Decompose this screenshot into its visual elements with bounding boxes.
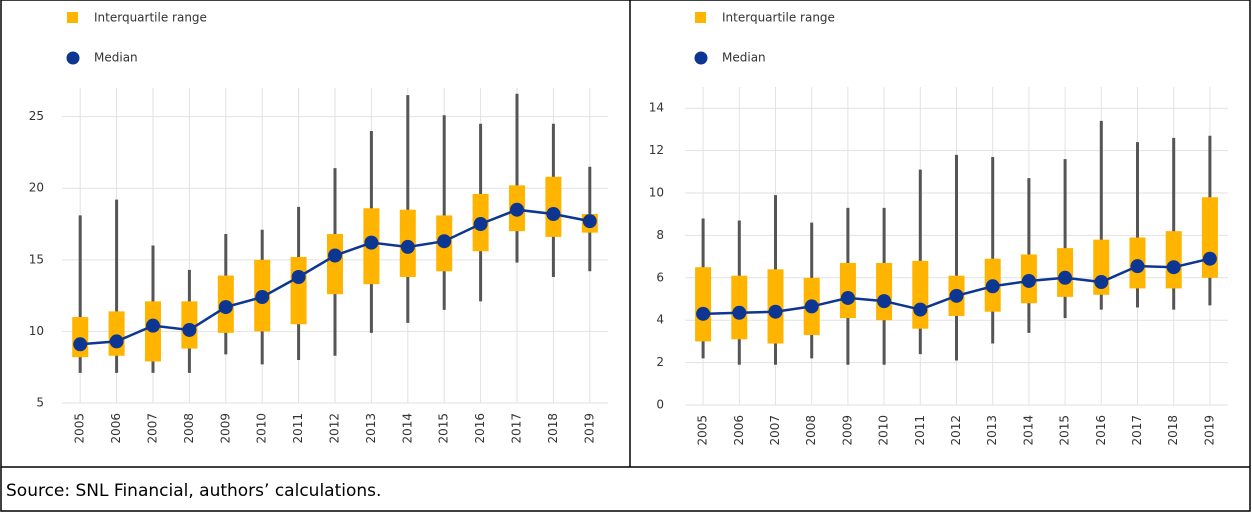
x-tick-label: 2013 <box>985 415 999 446</box>
legend-marker <box>694 51 708 65</box>
median-marker <box>73 337 88 352</box>
y-tick-label: 10 <box>649 186 664 200</box>
median-marker <box>1021 273 1036 288</box>
x-tick-label: 2006 <box>732 415 746 446</box>
legend-label: Median <box>722 51 766 65</box>
median-marker <box>218 300 233 315</box>
legend-swatch <box>695 12 706 23</box>
x-tick-label: 2017 <box>510 413 524 444</box>
y-tick-label: 5 <box>36 396 44 410</box>
y-tick-label: 8 <box>656 228 664 242</box>
x-tick-label: 2019 <box>582 413 596 444</box>
source-note: Source: SNL Financial, authors’ calculat… <box>6 481 381 501</box>
x-tick-label: 2009 <box>218 413 232 444</box>
legend-marker <box>66 51 80 65</box>
median-marker <box>1094 275 1109 290</box>
x-tick-label: 2015 <box>437 413 451 444</box>
median-marker <box>328 248 342 263</box>
legend-label: Interquartile range <box>722 11 835 25</box>
median-marker <box>840 290 855 305</box>
y-tick-label: 15 <box>29 252 44 266</box>
x-tick-label: 2012 <box>949 415 963 446</box>
y-tick-label: 0 <box>656 398 664 412</box>
x-tick-label: 2014 <box>1021 415 1035 446</box>
iqr-box <box>839 262 856 319</box>
x-tick-label: 2010 <box>877 415 891 446</box>
x-tick-label: 2009 <box>840 415 854 446</box>
x-tick-label: 2006 <box>109 413 123 444</box>
x-tick-label: 2016 <box>473 413 487 444</box>
x-tick-label: 2014 <box>400 413 414 444</box>
iqr-box <box>876 262 893 321</box>
median-marker <box>109 334 124 349</box>
median-marker <box>1058 270 1073 285</box>
median-marker <box>291 270 306 284</box>
y-tick-label: 20 <box>29 181 44 195</box>
median-marker <box>255 290 270 305</box>
median-marker <box>804 299 819 314</box>
median-marker <box>400 239 415 254</box>
x-tick-label: 2016 <box>1094 415 1108 446</box>
iqr-box <box>1165 231 1182 289</box>
y-tick-label: 12 <box>649 143 664 157</box>
median-marker <box>473 217 488 232</box>
x-tick-label: 2018 <box>1166 415 1180 446</box>
median-marker <box>913 302 928 317</box>
x-tick-label: 2005 <box>73 413 87 444</box>
iqr-box <box>545 176 562 237</box>
median-marker <box>364 235 379 250</box>
y-tick-label: 10 <box>29 324 44 338</box>
x-tick-label: 2008 <box>804 415 818 446</box>
iqr-box <box>912 260 929 329</box>
legend-label: Median <box>94 51 138 65</box>
iqr-box <box>290 256 307 325</box>
legend-label: Interquartile range <box>94 11 207 25</box>
median-marker <box>1166 260 1181 275</box>
x-tick-label: 2013 <box>364 413 378 444</box>
median-marker <box>768 304 783 319</box>
y-tick-label: 25 <box>29 109 44 123</box>
x-tick-label: 2007 <box>768 415 782 446</box>
x-tick-label: 2017 <box>1130 415 1144 446</box>
iqr-box <box>108 311 125 356</box>
x-tick-label: 2011 <box>291 413 305 444</box>
x-tick-label: 2015 <box>1058 415 1072 446</box>
median-marker <box>437 234 452 249</box>
median-marker <box>582 214 597 229</box>
x-tick-label: 2005 <box>696 415 710 446</box>
median-marker <box>1202 251 1217 266</box>
median-marker <box>696 306 711 321</box>
median-marker <box>182 322 197 337</box>
median-marker <box>1130 259 1145 274</box>
iqr-box <box>695 267 712 342</box>
median-marker <box>546 207 561 221</box>
y-tick-label: 4 <box>656 313 664 327</box>
y-tick-label: 2 <box>656 355 664 369</box>
median-marker <box>146 318 160 333</box>
median-marker <box>985 279 1000 294</box>
x-tick-label: 2010 <box>255 413 269 444</box>
x-tick-label: 2012 <box>328 413 342 444</box>
iqr-box <box>327 234 343 295</box>
y-tick-label: 14 <box>649 101 664 115</box>
x-tick-label: 2019 <box>1202 415 1216 446</box>
median-marker <box>877 294 892 309</box>
legend-swatch <box>67 12 78 23</box>
x-tick-label: 2007 <box>146 413 160 444</box>
x-tick-label: 2011 <box>913 415 927 446</box>
median-marker <box>510 202 524 217</box>
y-tick-label: 6 <box>656 270 664 284</box>
x-tick-label: 2018 <box>546 413 560 444</box>
x-tick-label: 2008 <box>182 413 196 444</box>
median-marker <box>732 305 747 320</box>
median-marker <box>949 288 964 303</box>
